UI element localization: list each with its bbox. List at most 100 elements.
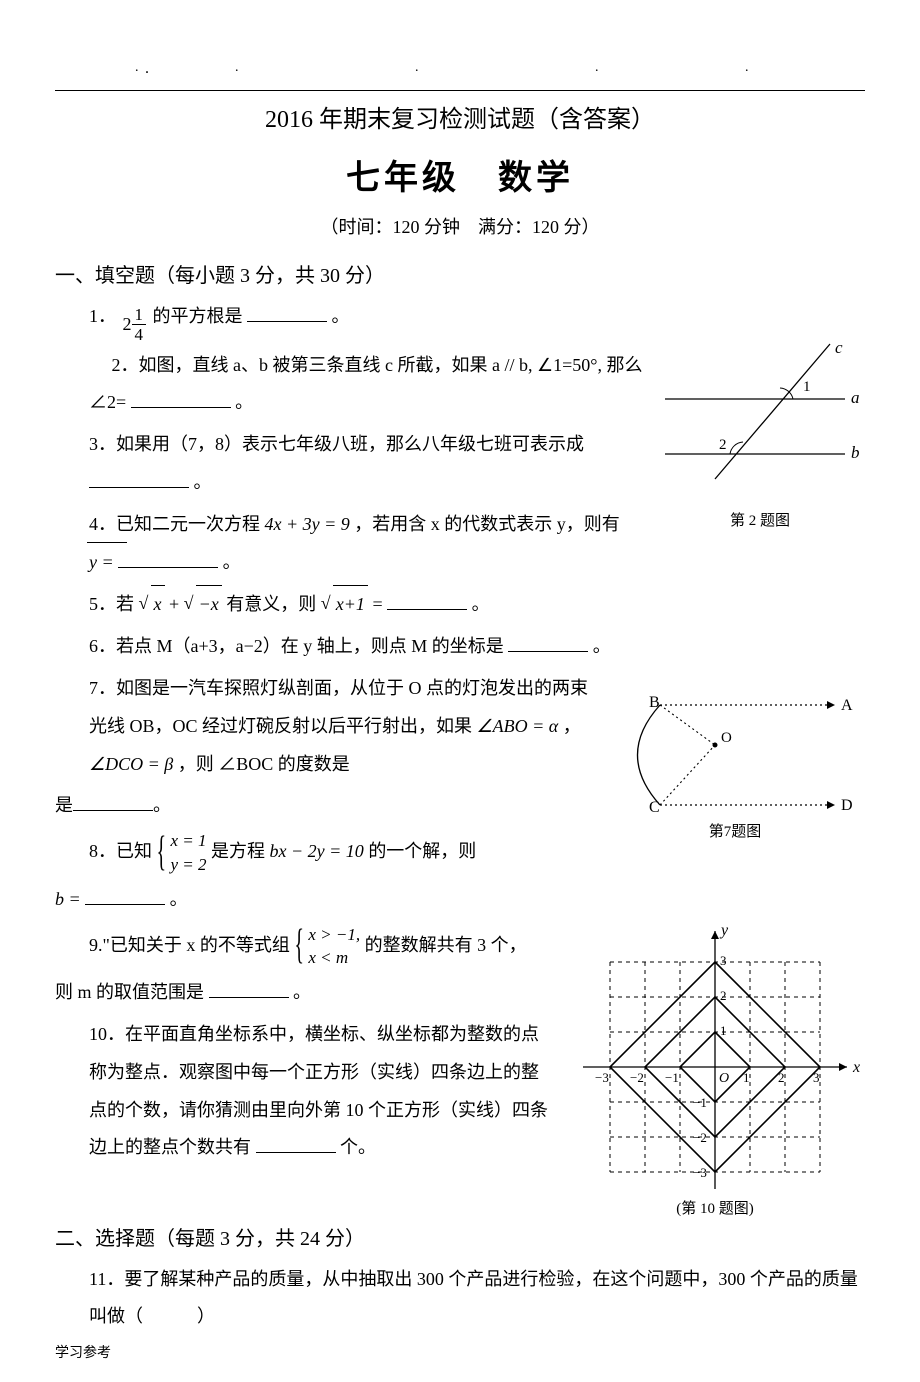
- svg-text:1: 1: [720, 1023, 727, 1038]
- svg-text:−2: −2: [630, 1070, 644, 1085]
- q6-blank: [508, 633, 588, 652]
- q2-text: [89, 355, 107, 375]
- q4-yeq: y =: [89, 552, 114, 572]
- q8-b: 是方程: [211, 841, 265, 861]
- q8-line2: b = 。: [55, 881, 865, 919]
- q2-blank: [131, 389, 231, 408]
- q9-blank: [209, 979, 289, 998]
- q7: 7．如图是一汽车探照灯纵剖面，从位于 O 点的灯泡发出的两束光线 OB，OC 经…: [89, 670, 865, 783]
- section1-heading: 一、填空题（每小题 3 分，共 30 分）: [55, 259, 865, 288]
- label-D: D: [841, 797, 853, 814]
- sqrt-xp1: x+1: [321, 585, 368, 624]
- q8: 8．已知 x = 1 y = 2 是方程 bx − 2y = 10 的一个解，则: [89, 829, 865, 877]
- q8-beq: b =: [55, 889, 81, 909]
- svg-text:−1: −1: [693, 1095, 707, 1110]
- q1-period: 。: [332, 306, 350, 326]
- label-C: C: [649, 799, 660, 816]
- q5-a: 5．若: [89, 594, 134, 614]
- q1-text: 的平方根是: [153, 306, 243, 326]
- q6-a: 6．若点 M（a+3，a−2）在 y 轴上，则点 M 的坐标是: [89, 636, 504, 656]
- rad-x: x: [151, 585, 165, 624]
- q8-system: x = 1 y = 2: [157, 829, 207, 877]
- svg-text:−3: −3: [595, 1070, 609, 1085]
- q11-a: 11．要了解某种产品的质量，从中抽取出 300 个产品进行检验，在这个问题中，3…: [89, 1269, 858, 1327]
- q9-system: x > −1, x < m: [294, 923, 360, 971]
- rad-negx: −x: [196, 585, 222, 624]
- q7-sep: ，: [563, 716, 581, 736]
- frac-den: 4: [132, 325, 147, 343]
- subject-title: 七年级 数学: [55, 150, 865, 199]
- q3: 3．如果用（7，8）表示七年级八班，那么八年级七班可表示成 。: [89, 426, 865, 502]
- q1-blank: [247, 303, 327, 322]
- q2-end: 。: [235, 392, 253, 412]
- sqrt-x: x: [139, 585, 165, 624]
- q5-blank: [387, 591, 467, 610]
- q7-blank: [73, 792, 153, 811]
- q7-eq2: ∠DCO = β: [89, 754, 173, 774]
- header-rule: . . . . .: [55, 40, 865, 91]
- q9: 9."已知关于 x 的不等式组 x > −1, x < m 的整数解共有 3 个…: [89, 923, 865, 971]
- q4-a: 4．已知二元一次方程: [89, 514, 260, 534]
- svg-text:3: 3: [813, 1070, 820, 1085]
- page-title: 2016 年期末复习检测试题（含答案）: [55, 99, 865, 134]
- q9-sys2: x < m: [308, 946, 360, 970]
- frac-num: 1: [132, 306, 147, 325]
- section2-heading: 二、选择题（每题 3 分，共 24 分）: [55, 1222, 865, 1251]
- q10-blank: [256, 1134, 336, 1153]
- q8-c: 的一个解，则: [368, 841, 476, 861]
- dot: .: [135, 60, 139, 76]
- q4-blank: [118, 549, 218, 568]
- q8-a: 8．已知: [89, 841, 152, 861]
- q9-sys1: x > −1,: [308, 923, 360, 947]
- q8-sys1: x = 1: [171, 829, 207, 853]
- svg-text:2: 2: [778, 1070, 785, 1085]
- q4-eq: 4x + 3y = 9: [265, 514, 350, 534]
- svg-text:2: 2: [720, 988, 727, 1003]
- q6: 6．若点 M（a+3，a−2）在 y 轴上，则点 M 的坐标是 。: [89, 628, 865, 666]
- figure-q10-caption: (第 10 题图): [565, 1197, 865, 1218]
- q9-b: 的整数解共有 3 个，: [365, 934, 527, 954]
- q3-body: 3．如果用（7，8）表示七年级八班，那么八年级七班可表示成: [89, 434, 584, 454]
- axis-x: x: [852, 1059, 860, 1076]
- frac-2-1-4: 2 1 4: [123, 306, 147, 343]
- q8-end: 。: [170, 889, 188, 909]
- q7-eq1: ∠ABO = α: [477, 716, 559, 736]
- q4: 4．已知二元一次方程 4x + 3y = 9 ，若用含 x 的代数式表示 y，则…: [89, 506, 865, 582]
- rad-xp1: x+1: [333, 585, 368, 624]
- q7-b: ，则 ∠BOC 的度数是: [178, 754, 350, 774]
- dot: .: [595, 60, 599, 76]
- dot: .: [415, 60, 419, 76]
- origin-O: O: [719, 1071, 729, 1086]
- q6-end: 。: [593, 636, 611, 656]
- q5-end: 。: [472, 594, 490, 614]
- footer: 学习参考: [55, 1342, 865, 1362]
- q1: 1． 2 1 4 的平方根是 。: [89, 298, 865, 343]
- q5-b: 有意义，则: [226, 594, 316, 614]
- q5-c: =: [372, 594, 382, 614]
- q11: 11．要了解某种产品的质量，从中抽取出 300 个产品进行检验，在这个问题中，3…: [89, 1261, 865, 1337]
- svg-text:−2: −2: [693, 1130, 707, 1145]
- q5: 5．若 x + −x 有意义，则 x+1 = 。: [89, 585, 865, 624]
- time-score: （时间：120 分钟 满分：120 分）: [55, 213, 865, 239]
- q9-c: 则 m 的取值范围是: [55, 982, 204, 1002]
- q2: 2．如图，直线 a、b 被第三条直线 c 所截，如果 a // b, ∠1=50…: [89, 347, 865, 423]
- dot: .: [235, 60, 239, 76]
- frac-whole: 2: [123, 315, 132, 333]
- q10-b: 个。: [340, 1137, 376, 1157]
- q8-eq: bx − 2y = 10: [270, 841, 364, 861]
- q8-blank: [85, 886, 165, 905]
- q3-end: 。: [194, 472, 212, 492]
- q4-b: ，若用含 x 的代数式表示 y，则有: [354, 514, 620, 534]
- svg-text:−3: −3: [693, 1165, 707, 1180]
- svg-text:−1: −1: [665, 1070, 679, 1085]
- q3-blank: [89, 469, 189, 488]
- svg-text:1: 1: [743, 1070, 750, 1085]
- q10: 10．在平面直角坐标系中，横坐标、纵坐标都为整数的点称为整点．观察图中每一个正方…: [89, 1016, 555, 1167]
- sqrt-negx: −x: [184, 585, 222, 624]
- dot: .: [745, 60, 749, 76]
- q1-num: 1．: [89, 306, 116, 326]
- plus: +: [169, 594, 184, 614]
- q9-a: 9."已知关于 x 的不等式组: [89, 934, 290, 954]
- q8-sys2: y = 2: [171, 853, 207, 877]
- q4-end: 。: [223, 552, 241, 572]
